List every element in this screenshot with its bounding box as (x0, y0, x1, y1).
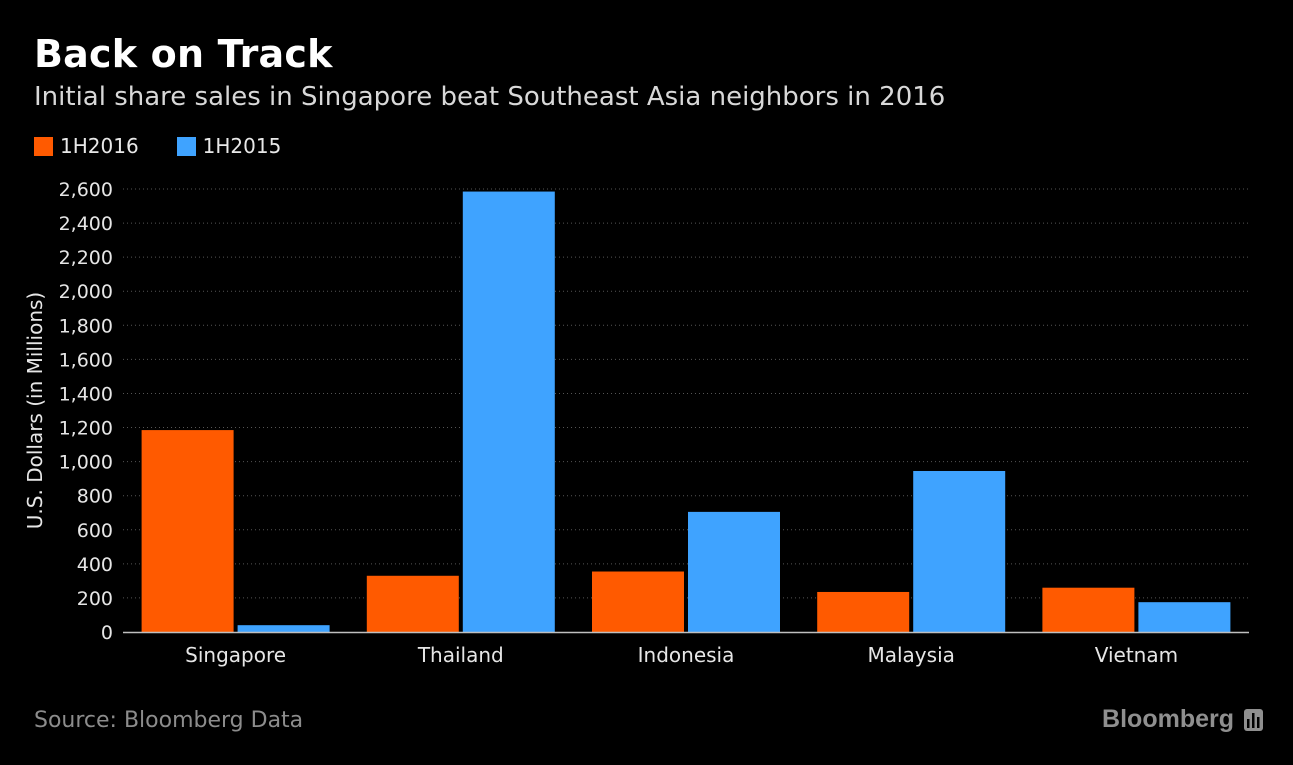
y-tick-labels: 0 200 400 600 800 1,000 1,200 1,400 1,600 1,800 2,… (59, 179, 113, 644)
y-tick-label: 600 (77, 520, 113, 542)
y-tick-label: 0 (101, 622, 113, 644)
x-tick-label: Indonesia (638, 643, 735, 667)
y-tick-label: 2,400 (59, 213, 113, 235)
bar-1h2015-malaysia (913, 470, 1006, 632)
bar-1h2015-thailand (462, 191, 555, 632)
legend-item-1h2015: 1H2015 (176, 134, 282, 158)
bar-1h2016-singapore (141, 430, 234, 632)
bars (141, 191, 1231, 632)
bar-1h2015-vietnam (1138, 602, 1231, 632)
y-tick-label: 1,800 (59, 315, 113, 337)
chart-subtitle: Initial share sales in Singapore beat So… (34, 82, 946, 112)
legend-swatch-1h2016 (34, 136, 53, 156)
bar-1h2015-indonesia (688, 511, 780, 632)
source-note: Source: Bloomberg Data (34, 708, 304, 733)
x-tick-label: Malaysia (867, 643, 954, 667)
y-tick-label: 1,000 (59, 452, 113, 474)
bloomberg-logo: Bloomberg (1102, 705, 1263, 734)
bar-1h2016-vietnam (1042, 587, 1135, 632)
bar-1h2016-malaysia (817, 591, 910, 632)
x-tick-labels: Singapore Thailand Indonesia Malaysia Vietna… (185, 643, 1178, 667)
legend-item-1h2016: 1H2016 (34, 134, 139, 158)
y-tick-label: 800 (77, 486, 113, 508)
grid-layer (123, 188, 1249, 599)
chart-title: Back on Track (34, 32, 333, 76)
y-tick-label: 1,600 (59, 349, 113, 371)
x-tick-label: Singapore (185, 643, 286, 667)
legend-swatch-1h2015 (176, 136, 196, 156)
bar-1h2015-singapore (237, 625, 330, 632)
legend-label-1h2015: 1H2015 (202, 134, 282, 158)
y-tick-label: 2,600 (59, 179, 113, 201)
legend-label-1h2016: 1H2016 (60, 134, 139, 158)
x-tick-label: Vietnam (1095, 643, 1178, 667)
legend: 1H2016 1H2015 (34, 133, 319, 159)
bar-1h2016-indonesia (592, 571, 684, 632)
brand-wordmark: Bloomberg (1102, 705, 1234, 733)
y-axis-label: U.S. Dollars (in Millions) (23, 292, 47, 529)
y-tick-label: 2,000 (59, 281, 113, 303)
bar-1h2016-thailand (366, 575, 459, 632)
y-tick-label: 400 (77, 554, 113, 576)
y-tick-label: 200 (77, 588, 113, 610)
y-tick-label: 1,200 (59, 418, 113, 440)
x-tick-label: Thailand (417, 643, 504, 667)
bar-chart-icon (1244, 708, 1263, 731)
y-tick-label: 1,400 (59, 383, 113, 405)
y-tick-label: 2,200 (59, 247, 113, 269)
